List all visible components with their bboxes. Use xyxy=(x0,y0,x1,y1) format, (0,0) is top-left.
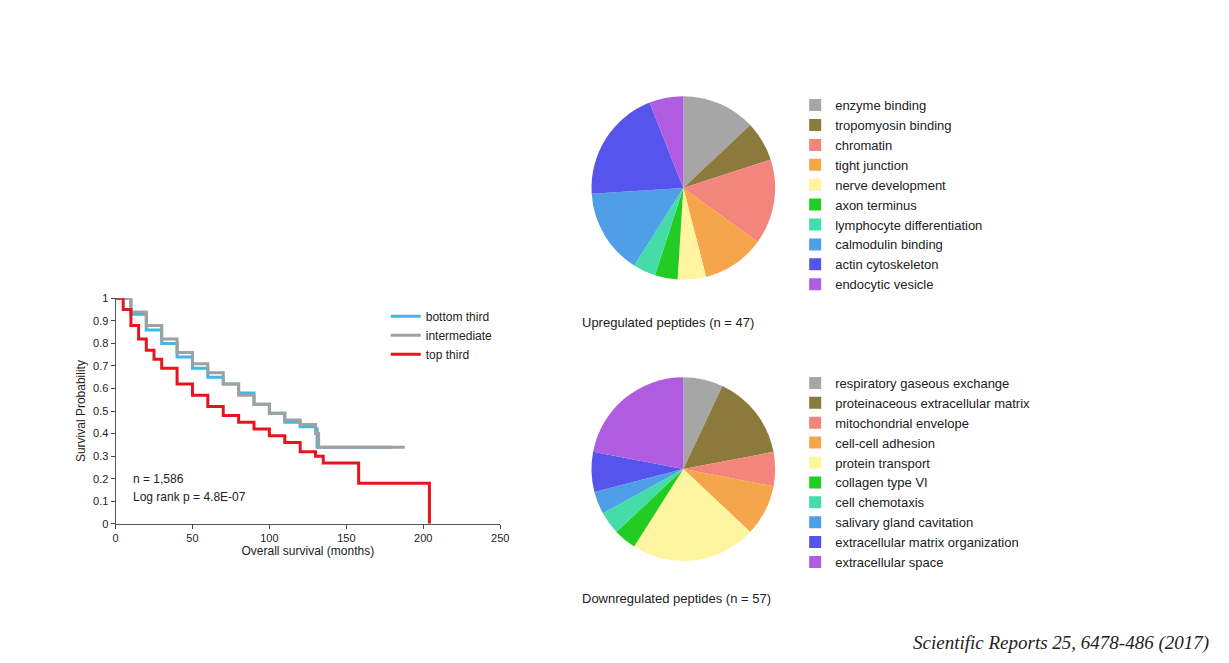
svg-text:0.9: 0.9 xyxy=(93,315,108,327)
svg-text:Downregulated peptides (n = 57: Downregulated peptides (n = 57) xyxy=(582,591,771,606)
svg-text:n = 1,586: n = 1,586 xyxy=(133,472,184,486)
svg-text:Overall survival (months): Overall survival (months) xyxy=(242,544,375,558)
svg-text:0: 0 xyxy=(112,532,118,544)
svg-text:0: 0 xyxy=(102,518,108,530)
svg-text:0.3: 0.3 xyxy=(93,450,108,462)
svg-text:0.5: 0.5 xyxy=(93,405,108,417)
svg-text:extracellular space: extracellular space xyxy=(835,555,943,570)
svg-text:50: 50 xyxy=(186,532,198,544)
svg-text:0.2: 0.2 xyxy=(93,473,108,485)
svg-text:top third: top third xyxy=(426,348,469,362)
svg-text:nerve development: nerve development xyxy=(835,178,946,193)
svg-text:Log rank p = 4.8E-07: Log rank p = 4.8E-07 xyxy=(133,490,246,504)
svg-text:0.4: 0.4 xyxy=(93,427,108,439)
svg-text:mitochondrial envelope: mitochondrial envelope xyxy=(835,416,969,431)
svg-text:chromatin: chromatin xyxy=(835,138,892,153)
svg-text:1: 1 xyxy=(102,292,108,304)
svg-text:0.7: 0.7 xyxy=(93,360,108,372)
svg-text:100: 100 xyxy=(260,532,278,544)
svg-text:enzyme binding: enzyme binding xyxy=(835,98,926,113)
svg-text:lymphocyte differentiation: lymphocyte differentiation xyxy=(835,218,982,233)
svg-text:tropomyosin binding: tropomyosin binding xyxy=(835,118,951,133)
svg-text:extracellular matrix organizat: extracellular matrix organization xyxy=(835,535,1019,550)
svg-text:0.6: 0.6 xyxy=(93,382,108,394)
svg-text:cell-cell adhesion: cell-cell adhesion xyxy=(835,436,935,451)
svg-text:axon terminus: axon terminus xyxy=(835,198,917,213)
svg-text:actin cytoskeleton: actin cytoskeleton xyxy=(835,257,938,272)
svg-text:collagen type VI: collagen type VI xyxy=(835,475,928,490)
svg-text:proteinaceous extracellular ma: proteinaceous extracellular matrix xyxy=(835,396,1030,411)
svg-text:Upregulated peptides (n = 47): Upregulated peptides (n = 47) xyxy=(582,315,754,330)
svg-text:intermediate: intermediate xyxy=(426,329,492,343)
svg-text:calmodulin binding: calmodulin binding xyxy=(835,237,943,252)
svg-text:salivary gland cavitation: salivary gland cavitation xyxy=(835,515,973,530)
svg-text:0.8: 0.8 xyxy=(93,337,108,349)
svg-text:Scientific Reports 25, 6478-48: Scientific Reports 25, 6478-486 (2017) xyxy=(913,632,1209,654)
svg-text:tight junction: tight junction xyxy=(835,158,908,173)
svg-text:cell chemotaxis: cell chemotaxis xyxy=(835,495,924,510)
svg-text:200: 200 xyxy=(414,532,432,544)
svg-text:bottom third: bottom third xyxy=(426,310,489,324)
svg-text:protein transport: protein transport xyxy=(835,456,930,471)
svg-text:endocytic vesicle: endocytic vesicle xyxy=(835,277,933,292)
svg-text:0.1: 0.1 xyxy=(93,495,108,507)
svg-text:250: 250 xyxy=(491,532,509,544)
svg-text:respiratory gaseous exchange: respiratory gaseous exchange xyxy=(835,376,1009,391)
svg-text:Survival Probability: Survival Probability xyxy=(74,360,88,462)
svg-text:150: 150 xyxy=(337,532,355,544)
